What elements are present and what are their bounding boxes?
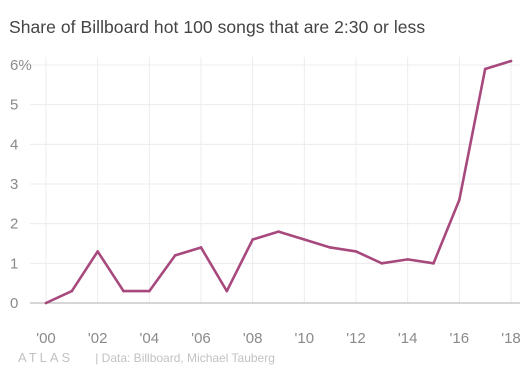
data-point xyxy=(354,250,358,253)
gridlines xyxy=(30,57,520,304)
data-point xyxy=(458,198,461,202)
x-tick-label: '14 xyxy=(398,330,418,347)
data-point xyxy=(148,289,151,293)
y-tick-label: 5 xyxy=(10,97,18,114)
y-tick-label: 6% xyxy=(10,57,32,74)
data-point xyxy=(406,258,409,261)
y-tick-label: 0 xyxy=(10,295,18,312)
data-point xyxy=(303,238,306,241)
y-tick-label: 2 xyxy=(10,216,18,233)
data-point xyxy=(199,246,203,249)
data-point xyxy=(380,262,384,265)
x-tick-label: '12 xyxy=(346,330,366,347)
data-point xyxy=(432,262,435,265)
x-tick-label: '06 xyxy=(191,330,211,347)
y-tick-label: 4 xyxy=(10,136,18,153)
data-point xyxy=(225,289,229,293)
data-source: | Data: Billboard, Michael Tauberg xyxy=(95,351,275,365)
data-point xyxy=(44,301,48,305)
data-point xyxy=(251,238,254,241)
data-point xyxy=(328,246,332,249)
x-tick-label: '10 xyxy=(295,330,315,347)
series-layer xyxy=(44,59,513,305)
axes: 0 1 2 3 4 5 6% '00 '02 '04 '06 '08 '10 '12 '14 '16 '18 xyxy=(10,57,521,347)
data-point xyxy=(509,59,513,63)
chart-footer: ATLAS | Data: Billboard, Michael Tauberg xyxy=(18,350,275,365)
atlas-logo: ATLAS xyxy=(18,350,74,365)
series-line xyxy=(44,59,513,305)
data-point xyxy=(122,289,125,293)
y-tick-label: 3 xyxy=(10,176,18,193)
x-tick-label: '18 xyxy=(501,330,521,347)
data-point xyxy=(96,250,99,253)
x-tick-label: '00 xyxy=(36,330,56,347)
x-tick-label: '16 xyxy=(450,330,470,347)
x-tick-label: '02 xyxy=(88,330,108,347)
chart-title: Share of Billboard hot 100 songs that ar… xyxy=(9,17,426,37)
x-tick-label: '08 xyxy=(243,330,263,347)
data-point xyxy=(173,254,177,257)
x-tick-label: '04 xyxy=(140,330,160,347)
data-point xyxy=(70,289,74,293)
y-tick-label: 1 xyxy=(10,255,18,272)
data-point xyxy=(483,67,487,71)
data-point xyxy=(277,230,280,233)
